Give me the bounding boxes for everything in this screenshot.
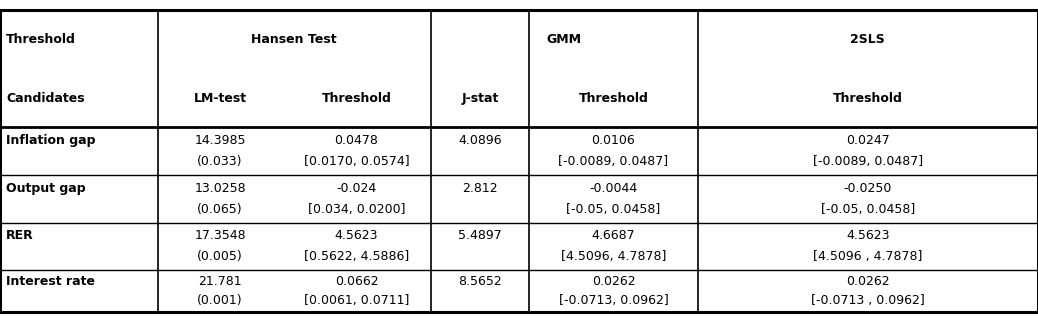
Text: 0.0262: 0.0262 xyxy=(846,275,890,288)
Text: (0.005): (0.005) xyxy=(197,251,243,263)
Text: Hansen Test: Hansen Test xyxy=(251,33,337,46)
Text: 2SLS: 2SLS xyxy=(850,33,885,46)
Text: LM-test: LM-test xyxy=(193,92,247,105)
Text: 8.5652: 8.5652 xyxy=(458,275,502,288)
Text: -0.0250: -0.0250 xyxy=(844,182,892,195)
Text: 21.781: 21.781 xyxy=(198,275,242,288)
Text: [0.0170, 0.0574]: [0.0170, 0.0574] xyxy=(304,155,409,168)
Text: Threshold: Threshold xyxy=(6,33,76,46)
Text: 4.5623: 4.5623 xyxy=(335,230,378,242)
Text: 4.0896: 4.0896 xyxy=(458,134,502,147)
Text: [-0.0089, 0.0487]: [-0.0089, 0.0487] xyxy=(813,155,923,168)
Text: Threshold: Threshold xyxy=(578,92,649,105)
Text: Inflation gap: Inflation gap xyxy=(6,134,95,147)
Text: Output gap: Output gap xyxy=(6,182,86,195)
Text: [-0.0713, 0.0962]: [-0.0713, 0.0962] xyxy=(558,294,668,307)
Text: -0.0044: -0.0044 xyxy=(590,182,637,195)
Text: 14.3985: 14.3985 xyxy=(194,134,246,147)
Text: [0.5622, 4.5886]: [0.5622, 4.5886] xyxy=(304,251,409,263)
Text: [4.5096, 4.7878]: [4.5096, 4.7878] xyxy=(561,251,666,263)
Text: [-0.05, 0.0458]: [-0.05, 0.0458] xyxy=(821,203,914,216)
Text: [-0.05, 0.0458]: [-0.05, 0.0458] xyxy=(567,203,660,216)
Text: 13.0258: 13.0258 xyxy=(194,182,246,195)
Text: Threshold: Threshold xyxy=(322,92,391,105)
Text: [0.0061, 0.0711]: [0.0061, 0.0711] xyxy=(304,294,409,307)
Text: Threshold: Threshold xyxy=(832,92,903,105)
Text: GMM: GMM xyxy=(547,33,581,46)
Text: (0.001): (0.001) xyxy=(197,294,243,307)
Text: Interest rate: Interest rate xyxy=(6,275,95,288)
Text: 0.0262: 0.0262 xyxy=(592,275,635,288)
Text: (0.033): (0.033) xyxy=(197,155,243,168)
Text: 4.5623: 4.5623 xyxy=(846,230,890,242)
Text: -0.024: -0.024 xyxy=(336,182,377,195)
Text: J-stat: J-stat xyxy=(461,92,499,105)
Text: 5.4897: 5.4897 xyxy=(458,230,502,242)
Text: [0.034, 0.0200]: [0.034, 0.0200] xyxy=(308,203,405,216)
Text: Candidates: Candidates xyxy=(6,92,85,105)
Text: 17.3548: 17.3548 xyxy=(194,230,246,242)
Text: (0.065): (0.065) xyxy=(197,203,243,216)
Text: [-0.0713 , 0.0962]: [-0.0713 , 0.0962] xyxy=(811,294,925,307)
Text: 0.0662: 0.0662 xyxy=(334,275,379,288)
Text: RER: RER xyxy=(6,230,34,242)
Text: 0.0478: 0.0478 xyxy=(334,134,379,147)
Text: 2.812: 2.812 xyxy=(462,182,498,195)
Text: 0.0247: 0.0247 xyxy=(846,134,890,147)
Text: [-0.0089, 0.0487]: [-0.0089, 0.0487] xyxy=(558,155,668,168)
Text: 4.6687: 4.6687 xyxy=(592,230,635,242)
Text: 0.0106: 0.0106 xyxy=(592,134,635,147)
Text: [4.5096 , 4.7878]: [4.5096 , 4.7878] xyxy=(813,251,923,263)
